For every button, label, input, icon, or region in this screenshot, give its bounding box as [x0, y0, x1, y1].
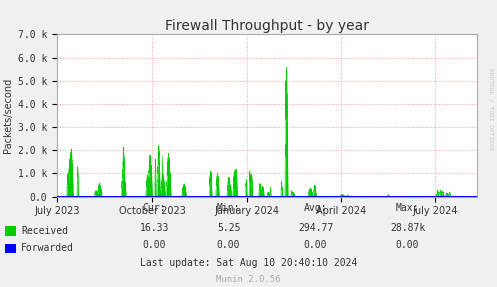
Text: RRDTOOL / TOBI OETIKER: RRDTOOL / TOBI OETIKER — [489, 68, 494, 150]
Text: Min:: Min: — [217, 203, 241, 213]
Title: Firewall Throughput - by year: Firewall Throughput - by year — [165, 19, 369, 33]
Text: 16.33: 16.33 — [139, 223, 169, 233]
Text: 0.00: 0.00 — [142, 240, 166, 250]
Text: Cur:: Cur: — [142, 203, 166, 213]
Text: 28.87k: 28.87k — [390, 223, 425, 233]
Text: Last update: Sat Aug 10 20:40:10 2024: Last update: Sat Aug 10 20:40:10 2024 — [140, 258, 357, 268]
Text: 0.00: 0.00 — [396, 240, 419, 250]
Text: Munin 2.0.56: Munin 2.0.56 — [216, 275, 281, 284]
Text: Avg:: Avg: — [304, 203, 328, 213]
Text: 5.25: 5.25 — [217, 223, 241, 233]
Y-axis label: Packets/second: Packets/second — [2, 78, 12, 153]
Text: Forwarded: Forwarded — [21, 243, 74, 253]
Text: 294.77: 294.77 — [298, 223, 333, 233]
Text: Received: Received — [21, 226, 69, 236]
Text: 0.00: 0.00 — [217, 240, 241, 250]
Text: Max:: Max: — [396, 203, 419, 213]
Text: 0.00: 0.00 — [304, 240, 328, 250]
